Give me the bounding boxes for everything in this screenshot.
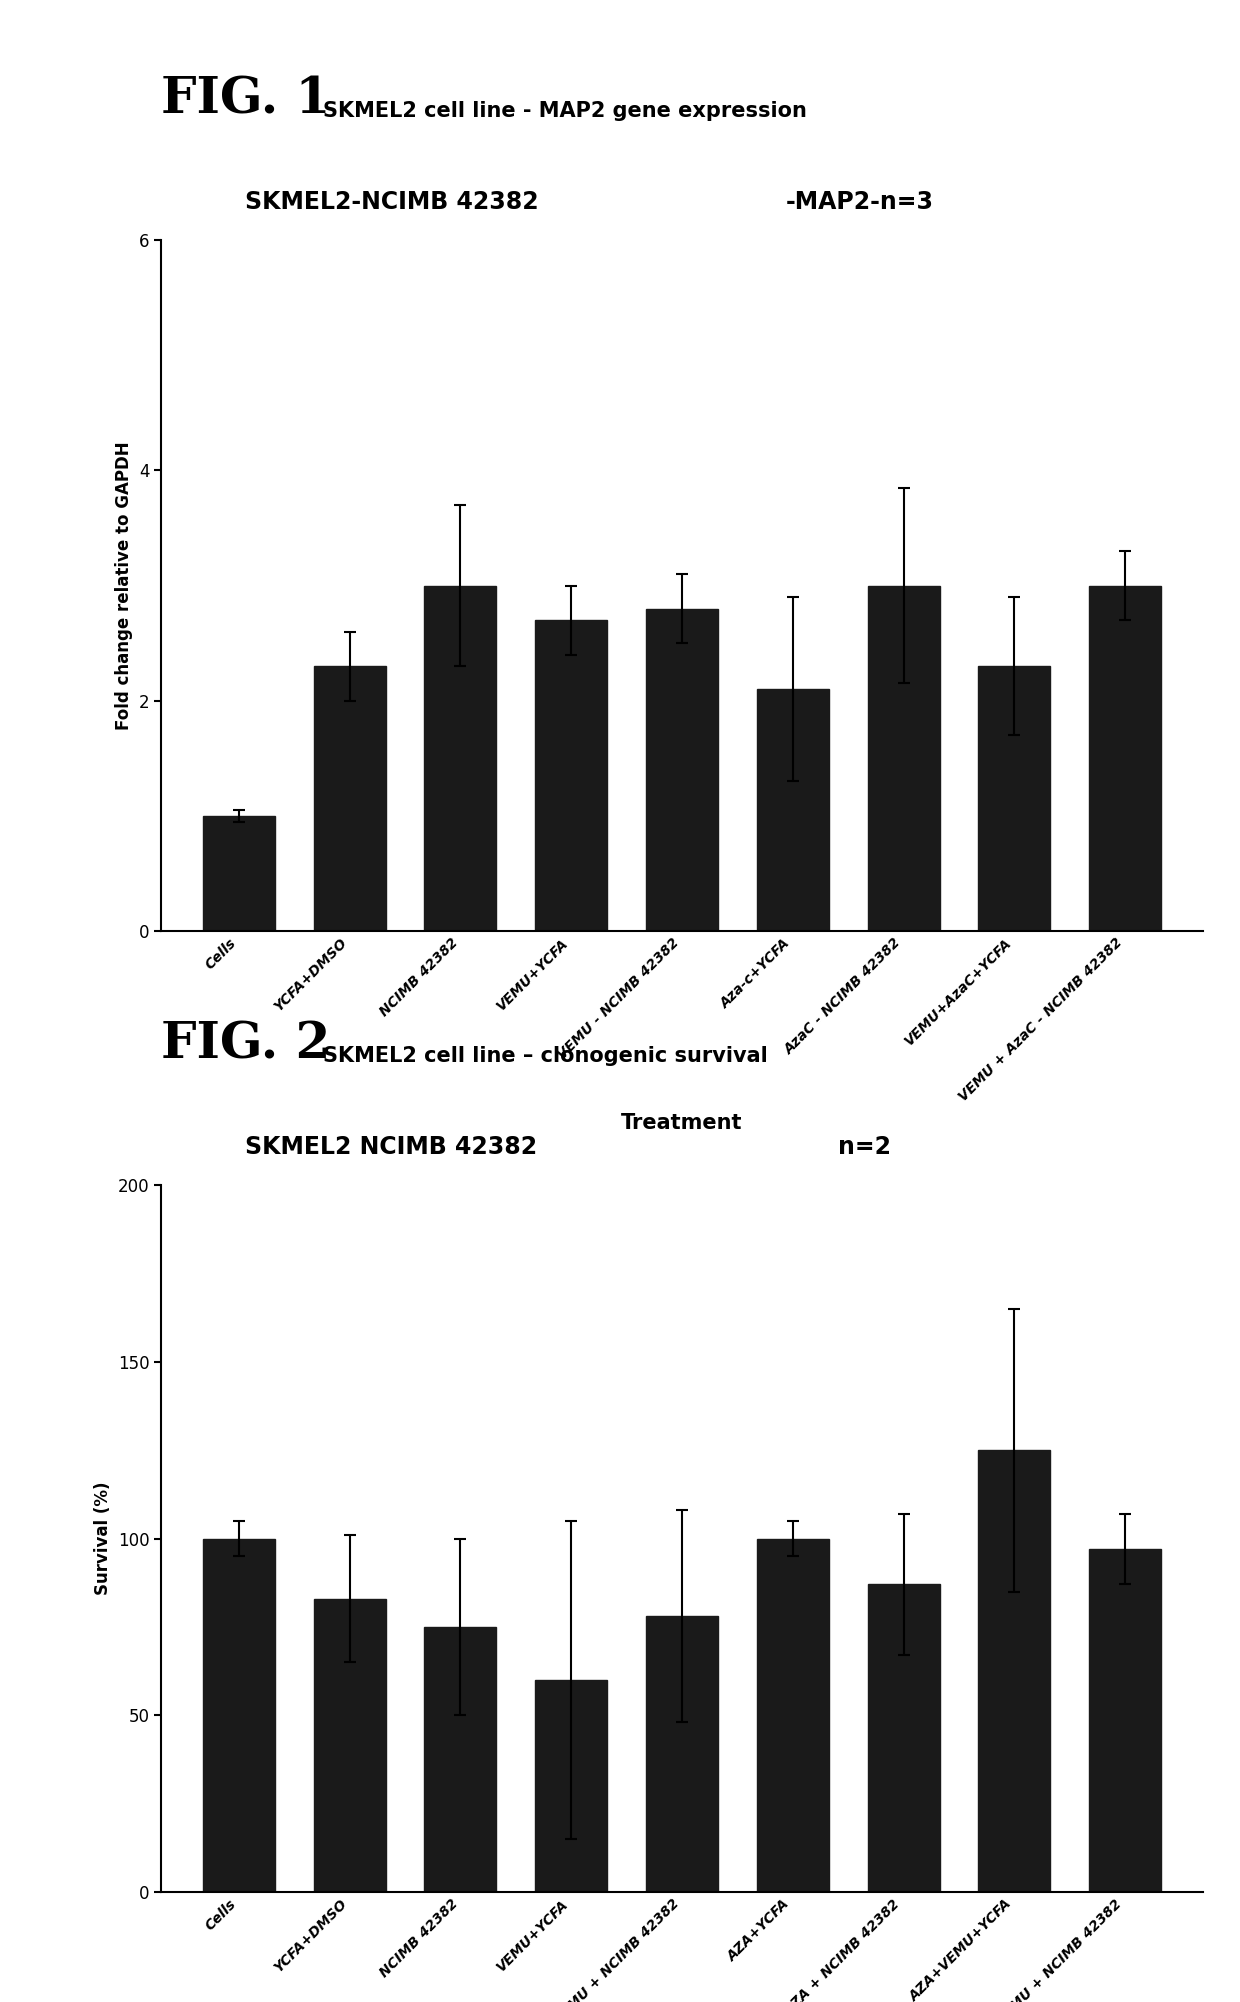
Bar bbox=[646, 609, 718, 931]
Bar bbox=[1089, 585, 1161, 931]
Bar bbox=[203, 815, 275, 931]
Bar bbox=[424, 585, 496, 931]
Bar bbox=[314, 667, 386, 931]
Bar bbox=[424, 1628, 496, 1892]
Bar bbox=[536, 1680, 608, 1892]
Text: FIG. 1: FIG. 1 bbox=[161, 76, 331, 124]
Bar bbox=[1089, 1550, 1161, 1892]
Y-axis label: Survival (%): Survival (%) bbox=[94, 1481, 112, 1596]
Bar bbox=[978, 1449, 1050, 1892]
Bar bbox=[868, 1584, 940, 1892]
Bar bbox=[314, 1600, 386, 1892]
Text: FIG. 2: FIG. 2 bbox=[161, 1021, 331, 1069]
Bar bbox=[756, 1538, 828, 1892]
Text: SKMEL2 cell line – clonogenic survival: SKMEL2 cell line – clonogenic survival bbox=[322, 1045, 768, 1065]
Text: SKMEL2-NCIMB 42382: SKMEL2-NCIMB 42382 bbox=[244, 190, 538, 214]
Text: SKMEL2 cell line - MAP2 gene expression: SKMEL2 cell line - MAP2 gene expression bbox=[322, 100, 806, 120]
Bar bbox=[978, 667, 1050, 931]
Y-axis label: Fold change relative to GAPDH: Fold change relative to GAPDH bbox=[115, 440, 133, 731]
Bar bbox=[203, 1538, 275, 1892]
Bar bbox=[646, 1616, 718, 1892]
Text: n=2: n=2 bbox=[838, 1135, 892, 1159]
Text: SKMEL2 NCIMB 42382: SKMEL2 NCIMB 42382 bbox=[244, 1135, 537, 1159]
Bar bbox=[536, 621, 608, 931]
X-axis label: Treatment: Treatment bbox=[621, 1113, 743, 1133]
Text: -MAP2-n=3: -MAP2-n=3 bbox=[786, 190, 934, 214]
Bar bbox=[756, 689, 828, 931]
Bar bbox=[868, 585, 940, 931]
